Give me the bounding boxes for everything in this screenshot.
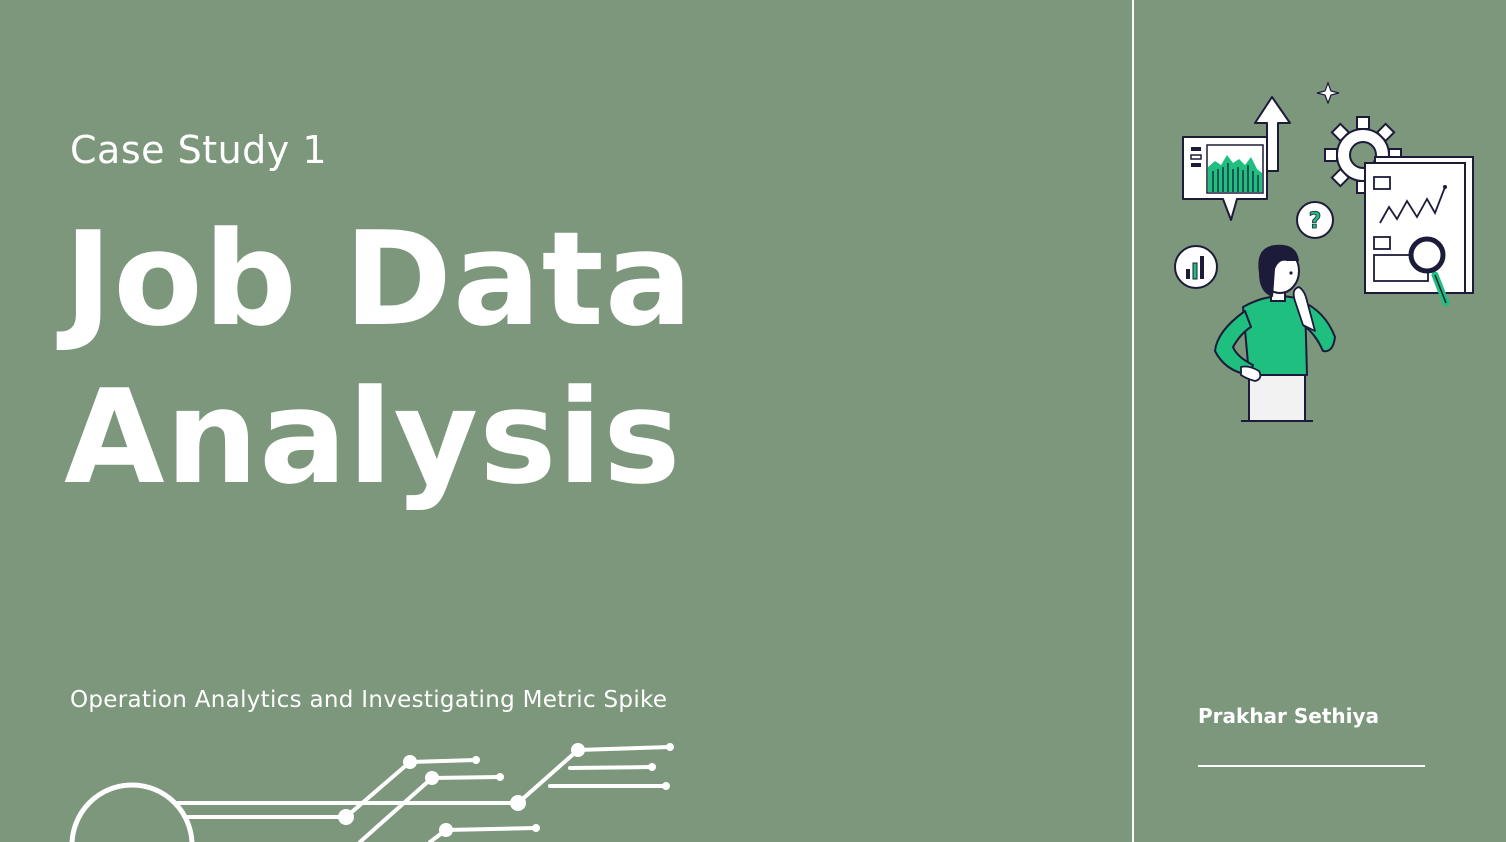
- case-study-label: Case Study 1: [70, 128, 328, 172]
- slide-title: Job Data Analysis: [64, 200, 694, 516]
- title-line-1: Job Data: [64, 203, 694, 355]
- vertical-divider: [1132, 0, 1134, 842]
- author-name: Prakhar Sethiya: [1198, 704, 1380, 728]
- title-line-2: Analysis: [64, 361, 682, 513]
- slide-tagline: Operation Analytics and Investigating Me…: [70, 687, 668, 713]
- data-analysis-illustration-icon: ?: [1174, 81, 1474, 422]
- svg-text:?: ?: [1309, 209, 1322, 234]
- circuit-lines-icon: [69, 743, 674, 842]
- author-underline: [1198, 765, 1425, 767]
